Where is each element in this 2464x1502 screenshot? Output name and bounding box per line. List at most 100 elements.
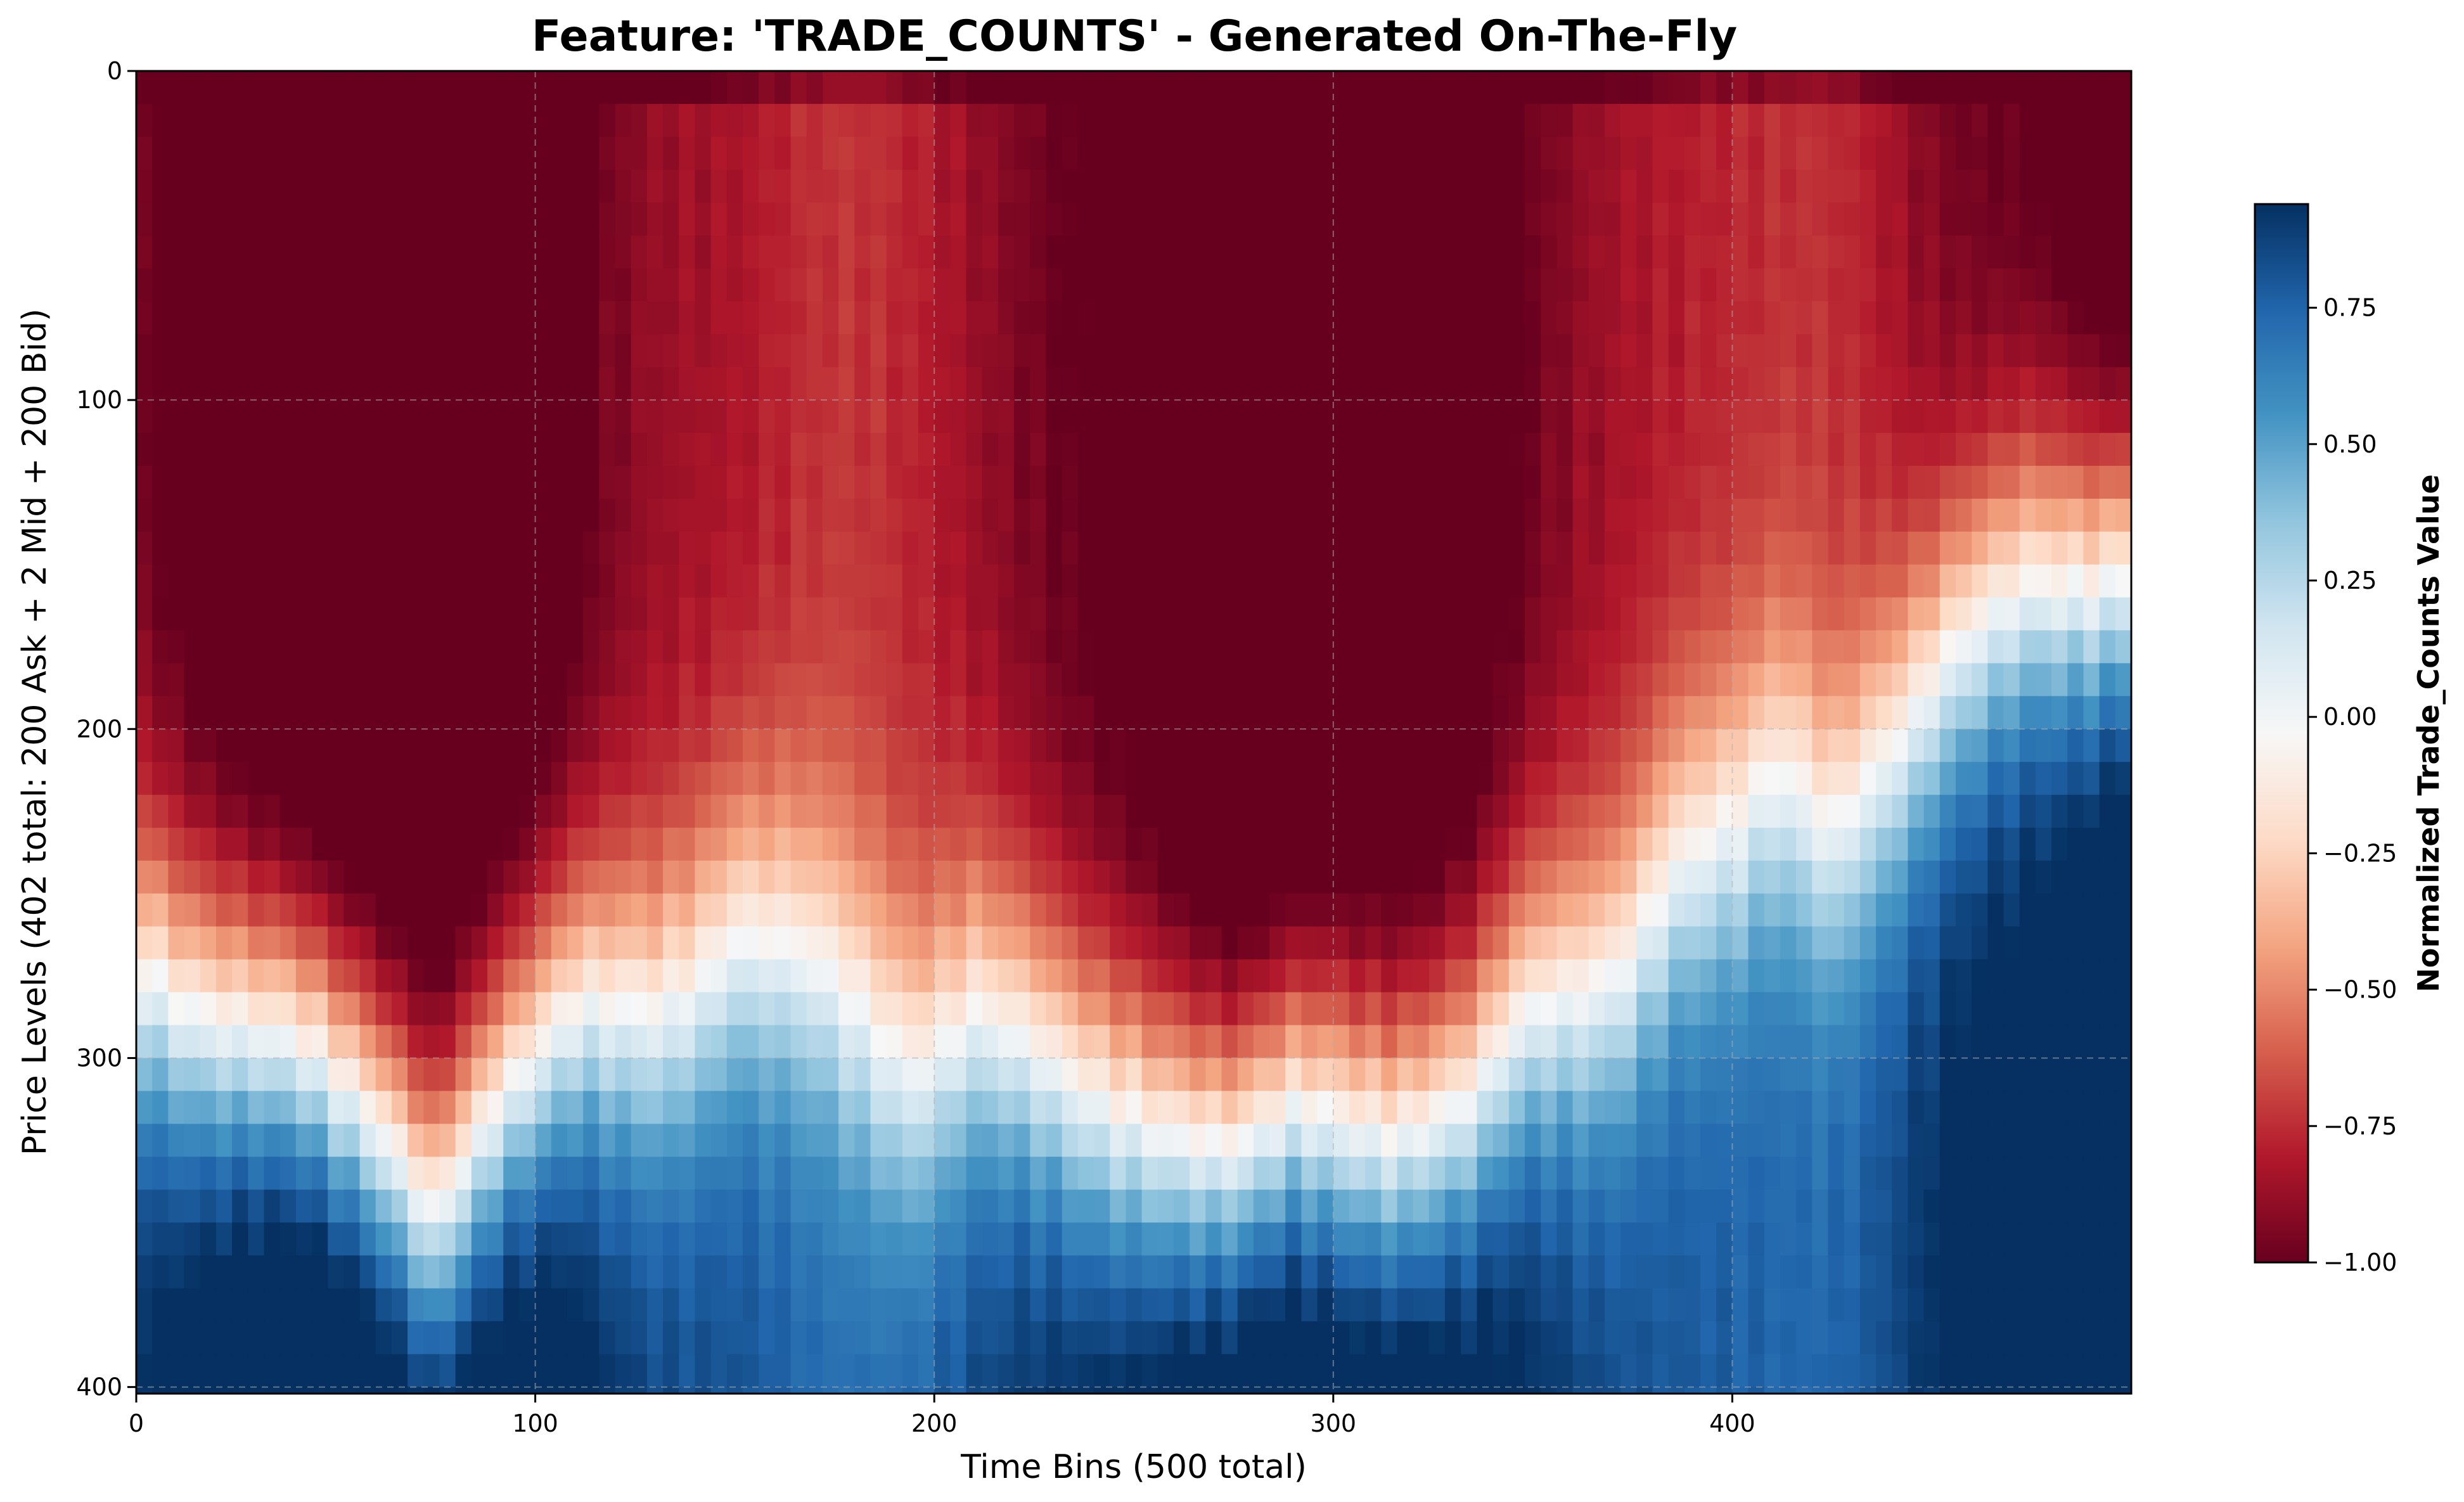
heatmap-cell [503,696,520,729]
heatmap-cell [215,828,233,861]
heatmap-cell [1094,498,1110,532]
heatmap-cell [2019,1124,2036,1157]
heatmap-cell [886,729,903,762]
heatmap-cell [1253,301,1270,335]
heatmap-cell [2003,597,2020,631]
heatmap-cell [375,1025,392,1059]
heatmap-cell [551,1190,568,1223]
heatmap-cell [1844,103,1861,138]
heatmap-cell [1333,959,1350,993]
heatmap-cell [1492,169,1510,203]
heatmap-cell [1987,465,2005,499]
heatmap-cell [1556,795,1574,828]
heatmap-cell [535,1190,552,1223]
heatmap-cell [1748,860,1765,894]
heatmap-cell [1173,1124,1190,1157]
heatmap-cell [1477,268,1494,302]
heatmap-cell [567,433,584,466]
heatmap-cell [1269,1223,1286,1256]
heatmap-cell [232,1025,248,1059]
heatmap-cell [215,926,233,960]
heatmap-cell [2003,1157,2020,1190]
heatmap-cell [1572,202,1589,236]
heatmap-cell [742,828,759,861]
heatmap-cell [1620,465,1637,499]
heatmap-cell [1365,926,1382,960]
heatmap-cell [1588,828,1605,861]
heatmap-cell [1716,334,1733,368]
heatmap-cell [2003,1255,2020,1289]
heatmap-cell [950,498,967,532]
heatmap-cell [1732,663,1749,696]
heatmap-cell [2019,1387,2036,1394]
heatmap-cell [1317,1190,1334,1223]
heatmap-cell [1077,696,1094,729]
heatmap-cell [1237,1354,1254,1388]
heatmap-cell [1046,1255,1063,1289]
heatmap-cell [1190,1190,1206,1223]
heatmap-cell [1859,235,1877,269]
heatmap-cell [1461,334,1478,368]
heatmap-cell [854,1091,871,1124]
heatmap-cell [583,465,600,499]
heatmap-cell [1844,860,1861,894]
heatmap-cell [1955,1354,1972,1388]
heatmap-cell [1508,663,1525,696]
heatmap-cell [1955,531,1972,565]
heatmap-cell [695,103,712,138]
heatmap-cell [1955,795,1972,828]
heatmap-cell [1764,1124,1781,1157]
heatmap-cell [742,465,759,499]
heatmap-cell [2035,696,2052,729]
heatmap-cell [1604,992,1621,1026]
heatmap-cell [1876,1157,1892,1190]
heatmap-cell [2051,235,2068,269]
heatmap-cell [375,334,392,368]
heatmap-cell [1541,926,1557,960]
heatmap-cell [663,1058,679,1091]
heatmap-cell [1157,433,1174,466]
heatmap-cell [1445,235,1461,269]
heatmap-cell [184,860,201,894]
heatmap-cell [631,926,648,960]
heatmap-cell [1445,1387,1461,1394]
heatmap-cell [1205,828,1222,861]
heatmap-cell [184,795,201,828]
heatmap-cell [375,860,392,894]
heatmap-cell [1955,564,1972,598]
heatmap-cell [1636,498,1653,532]
heatmap-cell [806,71,823,105]
heatmap-cell [966,1124,983,1157]
heatmap-cell [1939,926,1956,960]
heatmap-cell [1652,1025,1669,1059]
heatmap-cell [1556,959,1574,993]
heatmap-cell [1014,400,1030,433]
heatmap-cell [774,433,792,466]
heatmap-cell [1812,959,1829,993]
heatmap-cell [1141,696,1158,729]
heatmap-cell [1620,762,1637,795]
heatmap-cell [646,531,664,565]
heatmap-cell [583,1387,600,1394]
heatmap-cell [1157,202,1174,236]
heatmap-cell [1461,103,1478,138]
heatmap-cell [1908,1354,1925,1388]
heatmap-cell [1349,630,1366,664]
heatmap-cell [950,564,967,598]
heatmap-cell [631,202,648,236]
heatmap-cell [1636,400,1653,433]
heatmap-cell [870,1354,887,1388]
heatmap-cell [774,1124,792,1157]
heatmap-cell [2051,893,2068,927]
heatmap-cell [838,531,855,565]
heatmap-cell [215,696,233,729]
heatmap-cell [200,1190,217,1223]
heatmap-cell [359,630,376,664]
heatmap-cell [2035,1157,2052,1190]
heatmap-cell [726,597,743,631]
heatmap-cell [1110,959,1126,993]
heatmap-cell [2051,1124,2068,1157]
heatmap-cell [742,992,759,1026]
heatmap-cell [551,1387,568,1394]
heatmap-cell [2051,1190,2068,1223]
